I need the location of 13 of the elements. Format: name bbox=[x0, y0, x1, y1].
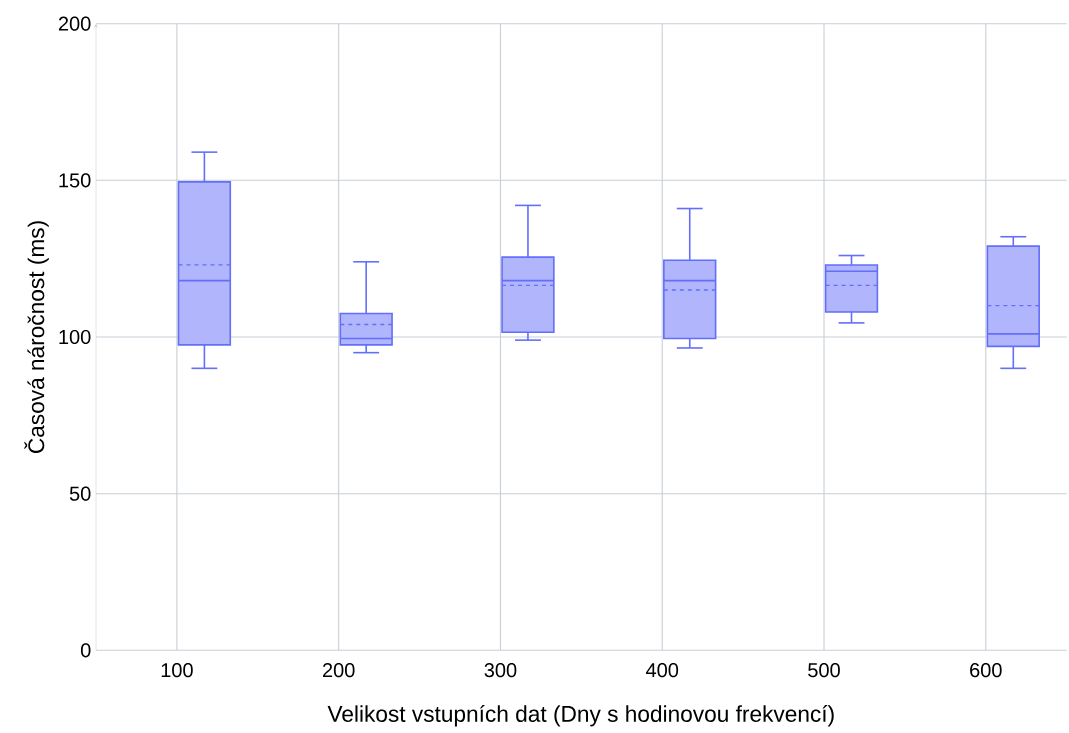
x-axis-title: Velikost vstupních dat (Dny s hodinovou frekvencí) bbox=[327, 705, 834, 727]
x-tick-label: 300 bbox=[484, 663, 517, 678]
y-tick-label: 100 bbox=[59, 329, 91, 345]
x-tick-label: 200 bbox=[322, 663, 355, 678]
y-tick-label: 150 bbox=[59, 173, 91, 188]
y-axis-title: Časová náročnost (ms) bbox=[24, 221, 49, 453]
y-tick-label: 200 bbox=[58, 16, 91, 31]
x-tick-label: 100 bbox=[161, 663, 193, 678]
x-tick-label: 400 bbox=[646, 663, 679, 678]
x-tick-label: 600 bbox=[970, 663, 1002, 678]
y-tick-label: 0 bbox=[80, 643, 91, 658]
y-tick-label: 50 bbox=[69, 486, 91, 501]
x-tick-label: 500 bbox=[808, 663, 840, 678]
